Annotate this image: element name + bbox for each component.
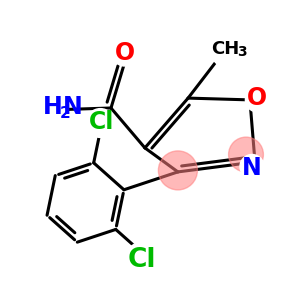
Text: O: O (247, 86, 268, 110)
Circle shape (240, 154, 264, 178)
Text: H: H (43, 94, 63, 118)
Text: O: O (114, 41, 135, 65)
Circle shape (125, 242, 158, 275)
Text: Cl: Cl (89, 110, 115, 134)
Circle shape (158, 151, 197, 190)
Circle shape (229, 137, 263, 172)
Text: Cl: Cl (128, 248, 156, 273)
Circle shape (86, 109, 115, 137)
Circle shape (30, 92, 66, 128)
Circle shape (245, 88, 269, 112)
Text: 2: 2 (60, 106, 70, 121)
Text: CH: CH (211, 40, 239, 58)
Text: N: N (242, 156, 262, 180)
Circle shape (211, 34, 244, 68)
Circle shape (113, 43, 136, 66)
Text: N: N (62, 95, 82, 119)
Text: 3: 3 (237, 45, 247, 59)
